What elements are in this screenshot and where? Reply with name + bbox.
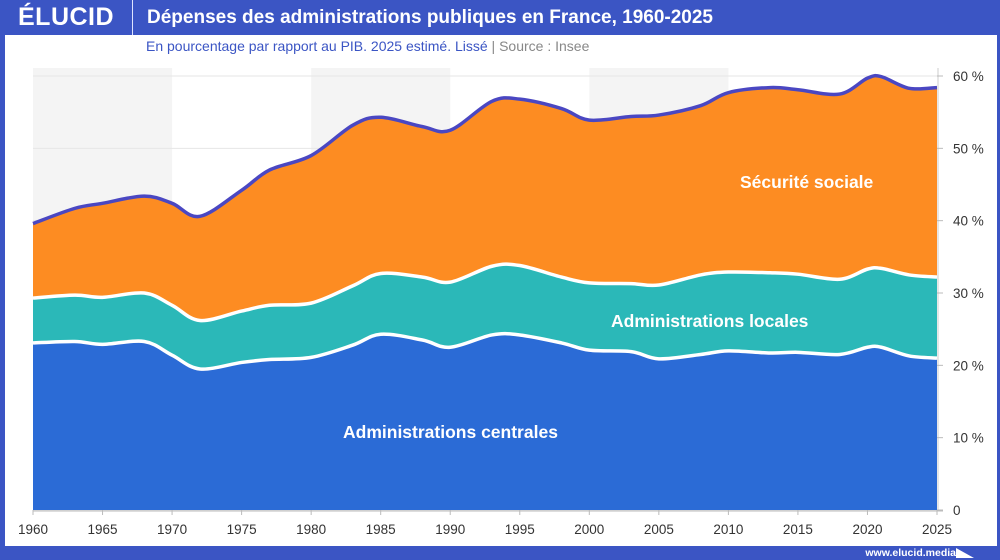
subtitle-text: En pourcentage par rapport au PIB. 2025 … — [146, 38, 488, 54]
area-s-curit-sociale — [33, 75, 937, 321]
x-tick-label: 1960 — [18, 522, 48, 537]
x-tick-label: 1985 — [366, 522, 396, 537]
x-tick-label: 1975 — [227, 522, 257, 537]
x-tick-label: 2010 — [713, 522, 743, 537]
y-tick-label: 0 — [953, 503, 961, 518]
y-tick-label: 40 % — [953, 214, 984, 229]
header-divider — [132, 0, 133, 35]
x-tick-label: 2020 — [852, 522, 882, 537]
y-tick-label: 60 % — [953, 69, 984, 84]
elucid-mark-icon — [956, 548, 974, 558]
x-tick-label: 2015 — [783, 522, 813, 537]
y-tick-label: 10 % — [953, 431, 984, 446]
area-administrations-locales — [33, 264, 937, 370]
x-tick-label: 1995 — [505, 522, 535, 537]
y-tick-label: 50 % — [953, 141, 984, 156]
x-tick-label: 2005 — [644, 522, 674, 537]
boundary-line — [32, 262, 938, 323]
series-label-securite-sociale: Sécurité sociale — [740, 172, 874, 192]
source-text: Source : Insee — [499, 38, 590, 54]
total-line — [32, 73, 938, 226]
series-label-administrations-centrales: Administrations centrales — [343, 422, 558, 442]
series-label-administrations-locales: Administrations locales — [611, 311, 809, 331]
x-tick-label: 1980 — [296, 522, 326, 537]
x-tick-label: 1970 — [157, 522, 187, 537]
y-tick-label: 20 % — [953, 358, 984, 373]
footer-url[interactable]: www.elucid.media — [865, 547, 956, 559]
elucid-logo: ÉLUCID — [18, 3, 115, 31]
x-tick-label: 1990 — [435, 522, 465, 537]
header: ÉLUCID Dépenses des administrations publ… — [0, 0, 1000, 35]
x-tick-label: 2025 — [922, 522, 952, 537]
subtitle-separator: | — [491, 38, 496, 54]
chart-subtitle: En pourcentage par rapport au PIB. 2025 … — [146, 38, 589, 54]
footer: www.elucid.media — [0, 546, 1000, 560]
boundary-line — [32, 331, 938, 371]
x-tick-label: 2000 — [574, 522, 604, 537]
y-tick-label: 30 % — [953, 286, 984, 301]
chart-title: Dépenses des administrations publiques e… — [147, 6, 713, 28]
area-administrations-centrales — [33, 333, 937, 510]
x-tick-label: 1965 — [88, 522, 118, 537]
